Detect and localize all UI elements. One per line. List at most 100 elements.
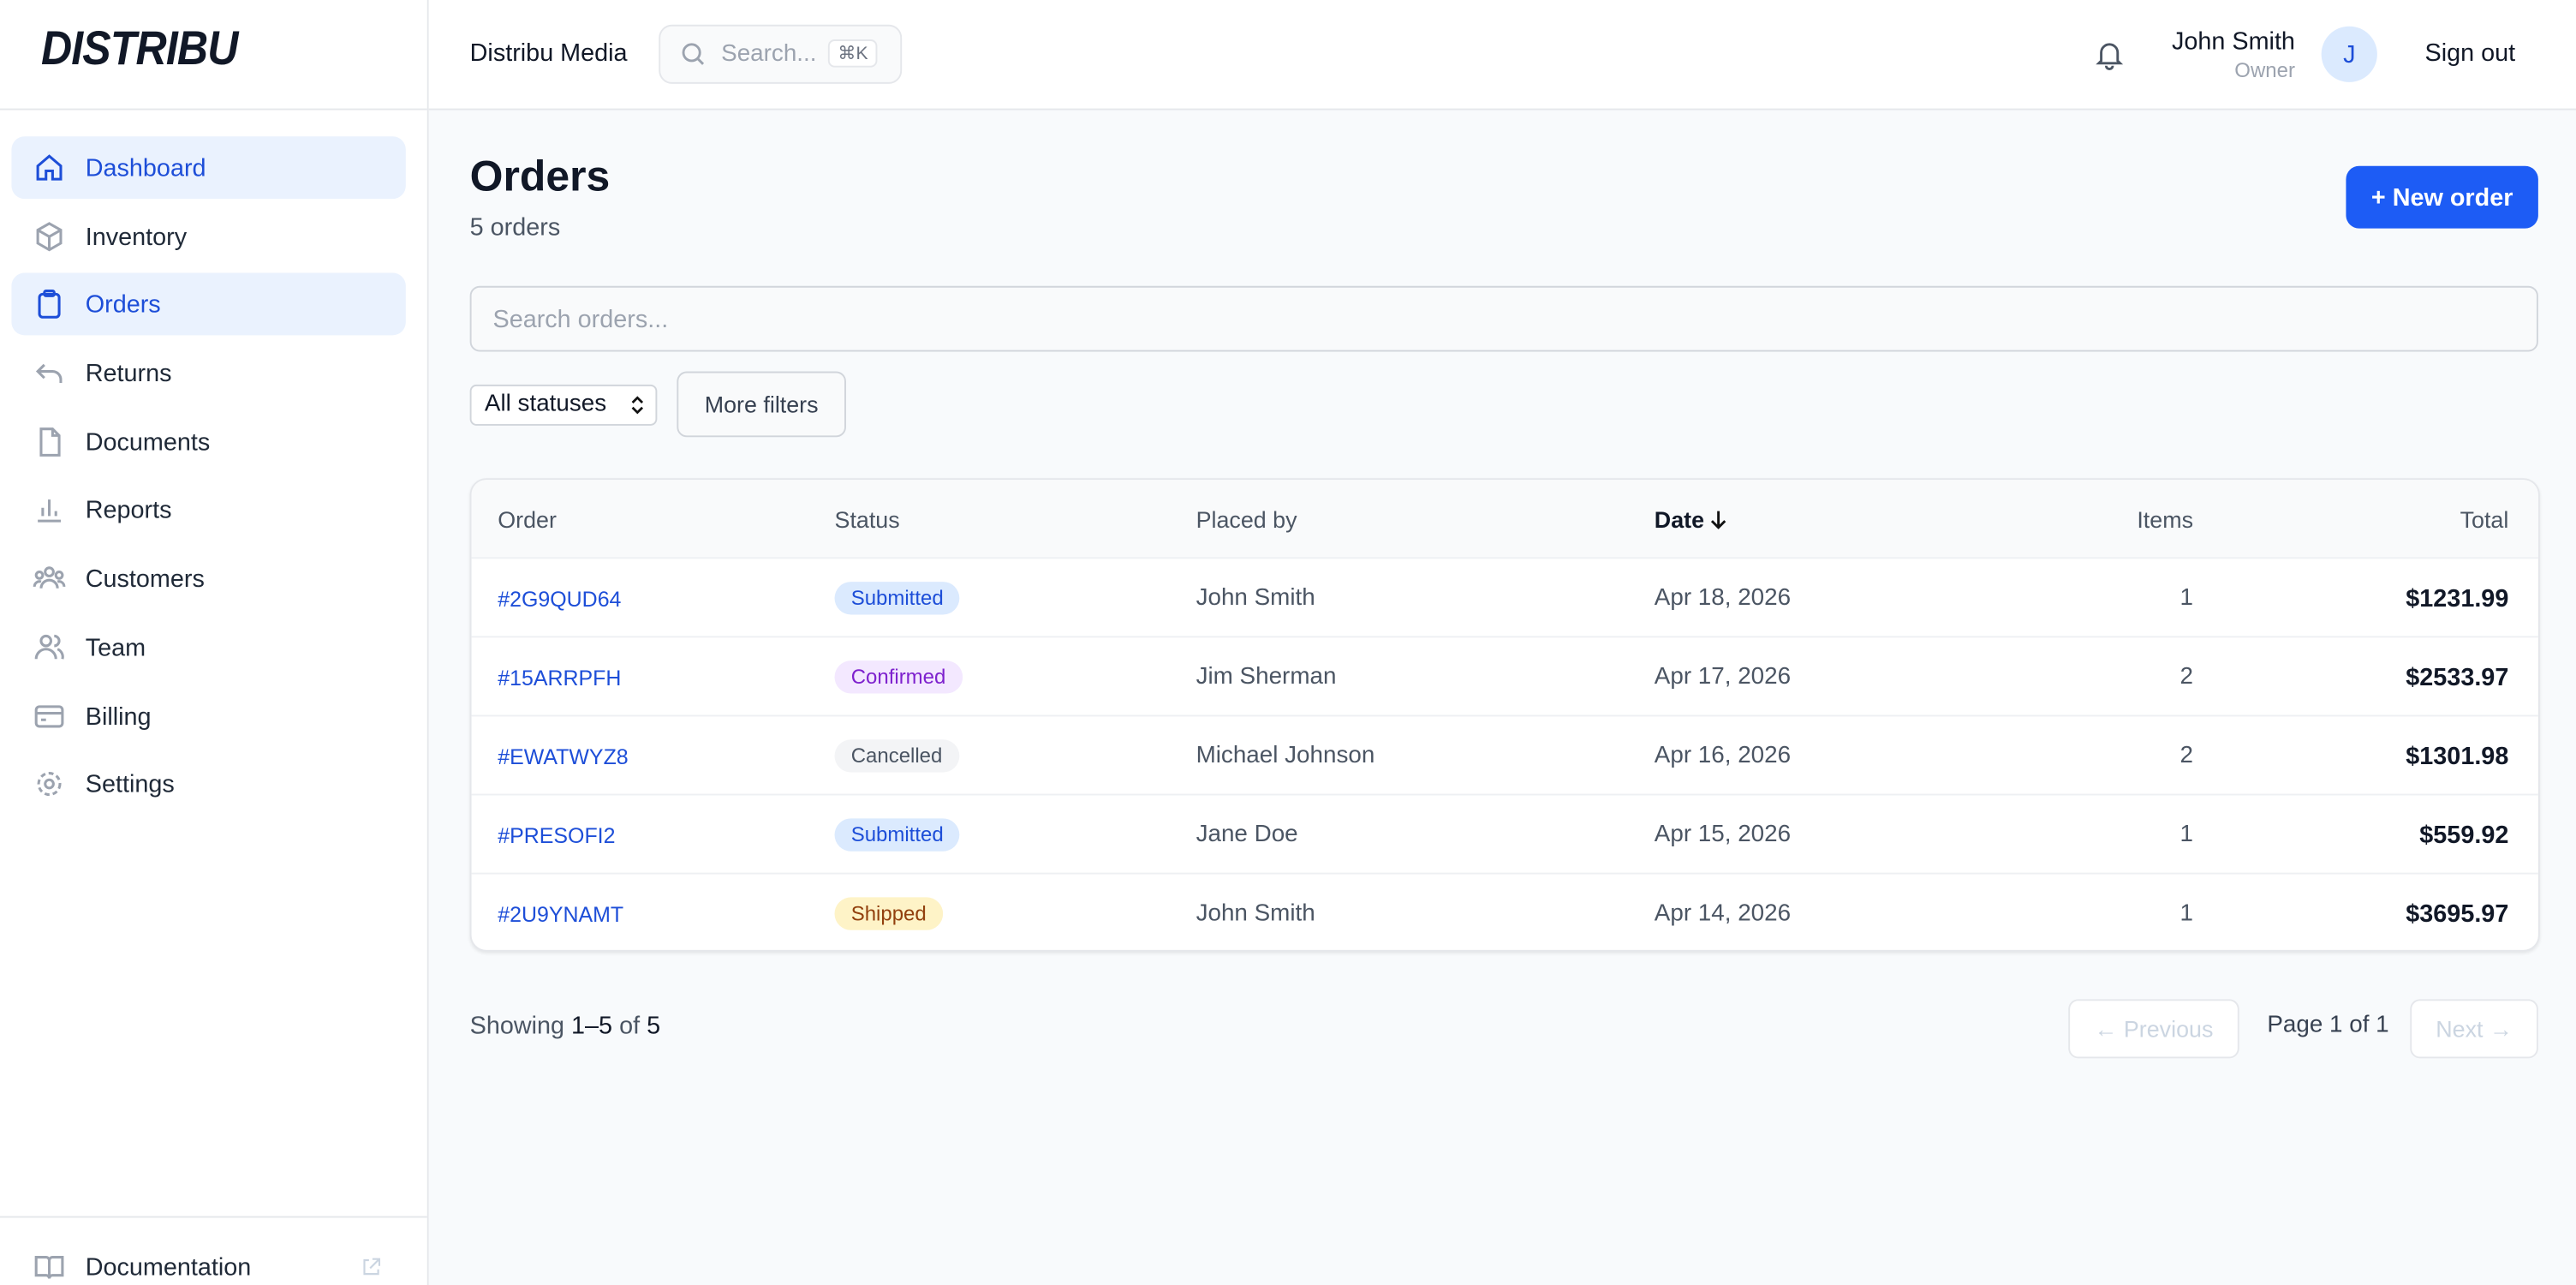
order-id[interactable]: #PRESOFI2: [498, 822, 616, 847]
avatar[interactable]: J: [2321, 26, 2377, 82]
table-row[interactable]: #EWATWYZ8 Cancelled Michael Johnson Apr 16,…: [471, 714, 2538, 795]
order-date: Apr 14, 2026: [1654, 900, 1792, 927]
summary-text: of: [619, 1012, 641, 1041]
user-name: John Smith: [2171, 27, 2295, 57]
top-bar: Distribu Media Search... ⌘K John Smith O…: [428, 0, 2576, 111]
column-header[interactable]: Total: [2460, 505, 2509, 532]
order-date: Apr 15, 2026: [1654, 822, 1792, 848]
page-subtitle: 5 orders: [469, 213, 561, 242]
placed-by: Michael Johnson: [1196, 743, 1375, 769]
next-button[interactable]: Next →: [2410, 999, 2538, 1059]
column-header[interactable]: Items: [2137, 505, 2194, 532]
divider: [0, 108, 427, 111]
org-name[interactable]: Distribu Media: [469, 39, 628, 68]
search-placeholder: Search orders...: [492, 305, 669, 334]
brand-logo[interactable]: DISTRIBU: [40, 22, 238, 76]
search-placeholder: Search...: [721, 40, 817, 68]
order-id[interactable]: #2U9YNAMT: [498, 901, 624, 926]
table-row[interactable]: #2U9YNAMT Shipped John Smith Apr 14, 2026 1 $…: [471, 872, 2538, 950]
nav-label: Documentation: [85, 1252, 252, 1282]
summary-total: 5: [647, 1012, 661, 1041]
status-cell: Submitted: [834, 559, 960, 637]
sidebar: DISTRIBU Dashboard Inventory Orders Retu…: [0, 0, 429, 1285]
column-header[interactable]: Status: [834, 505, 900, 532]
nav-item[interactable]: Orders: [11, 272, 406, 336]
column-header-label: Date: [1654, 505, 1705, 532]
nav-label: Returns: [85, 359, 172, 387]
status-cell: Confirmed: [834, 637, 963, 716]
status-badge: Confirmed: [834, 660, 963, 694]
previous-button[interactable]: ← Previous: [2068, 999, 2239, 1059]
nav-item[interactable]: Dashboard: [11, 136, 406, 200]
order-date: Apr 18, 2026: [1654, 584, 1792, 612]
nav-label: Dashboard: [85, 153, 206, 182]
summary-text: Showing: [469, 1012, 565, 1041]
orders-search[interactable]: Search orders...: [469, 285, 2538, 352]
item-count: 1: [2179, 584, 2194, 612]
nav-item[interactable]: Returns: [11, 342, 405, 404]
order-date: Apr 17, 2026: [1654, 664, 1792, 690]
nav-label: Customers: [85, 564, 205, 593]
nav-label: Orders: [85, 290, 161, 319]
shortcut-hint: ⌘K: [827, 39, 879, 68]
column-header[interactable]: Placed by: [1196, 505, 1297, 532]
order-total: $1301.98: [2406, 742, 2509, 770]
nav-label: Billing: [85, 702, 152, 731]
nav-item[interactable]: Inventory: [11, 206, 405, 268]
nav-label: Inventory: [85, 222, 188, 251]
placed-by: John Smith: [1196, 900, 1315, 927]
summary-range: 1–5: [571, 1012, 613, 1041]
order-id[interactable]: #EWATWYZ8: [498, 744, 629, 768]
nav-item[interactable]: Customers: [11, 547, 405, 610]
item-count: 2: [2179, 664, 2194, 690]
user-role: Owner: [2234, 59, 2295, 82]
nav-item[interactable]: Settings: [11, 753, 405, 816]
status-cell: Submitted: [834, 795, 960, 874]
status-cell: Cancelled: [834, 716, 959, 795]
table-row[interactable]: #PRESOFI2 Submitted Jane Doe Apr 15, 2026 1 $…: [471, 793, 2538, 875]
placed-by: Jane Doe: [1196, 822, 1298, 848]
divider: [0, 1216, 427, 1218]
nav-item[interactable]: Billing: [11, 685, 405, 748]
nav-label: Documents: [85, 427, 211, 457]
order-total: $1231.99: [2406, 583, 2509, 613]
nav-footer-item[interactable]: Documentation: [11, 1236, 405, 1285]
order-id[interactable]: #15ARRPFH: [498, 664, 622, 690]
orders-table: Order Status Placed by Date Items Total …: [469, 478, 2540, 952]
order-id[interactable]: #2G9QUD64: [498, 585, 622, 611]
column-header[interactable]: Date: [1655, 480, 1729, 557]
select-label: All statuses: [484, 391, 607, 418]
status-badge: Submitted: [834, 582, 960, 615]
global-search[interactable]: Search... ⌘K: [659, 24, 903, 84]
nav-label: Team: [85, 633, 146, 662]
more-filters-button[interactable]: More filters: [677, 371, 846, 438]
placed-by: John Smith: [1196, 584, 1315, 612]
status-badge: Shipped: [834, 897, 943, 930]
nav-item[interactable]: Team: [11, 616, 405, 678]
notifications-icon[interactable]: [2093, 38, 2126, 70]
column-header[interactable]: Order: [498, 505, 557, 532]
nav-label: Reports: [85, 495, 172, 523]
order-date: Apr 16, 2026: [1654, 743, 1792, 769]
pagination-summary: Showing 1–5 of 5: [470, 1013, 660, 1041]
page-info: Page 1 of 1: [2267, 1012, 2389, 1039]
table-row[interactable]: #2G9QUD64 Submitted John Smith Apr 18, 2026…: [471, 557, 2538, 637]
item-count: 2: [2179, 743, 2194, 769]
placed-by: Jim Sherman: [1196, 664, 1337, 690]
status-select[interactable]: All statuses: [469, 384, 658, 426]
status-badge: Submitted: [834, 818, 960, 852]
table-row[interactable]: #15ARRPFH Confirmed Jim Sherman Apr 17, 202…: [471, 636, 2538, 716]
status-badge: Cancelled: [834, 739, 959, 773]
item-count: 1: [2179, 822, 2194, 848]
sign-out[interactable]: Sign out: [2424, 39, 2516, 68]
page-title: Orders: [469, 151, 611, 201]
item-count: 1: [2179, 900, 2194, 927]
order-total: $2533.97: [2406, 663, 2509, 691]
order-total: $559.92: [2419, 821, 2509, 849]
nav-label: Settings: [85, 769, 175, 798]
order-total: $3695.97: [2406, 900, 2509, 928]
nav-item[interactable]: Reports: [11, 478, 405, 541]
new-order-button[interactable]: + New order: [2346, 165, 2538, 229]
status-cell: Shipped: [834, 875, 943, 950]
nav-item[interactable]: Documents: [11, 411, 405, 474]
